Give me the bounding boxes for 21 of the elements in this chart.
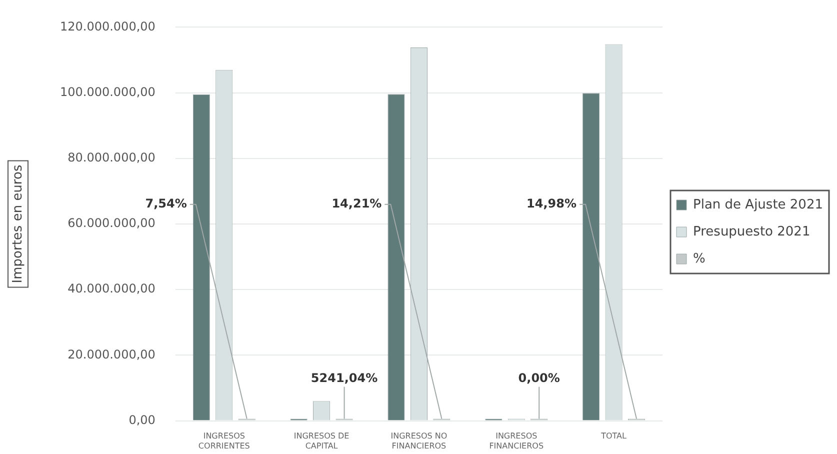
x-tick-label: INGRESOS CORRIENTES	[198, 432, 250, 450]
y-tick-label: 120.000.000,00	[60, 19, 156, 34]
data-label: 0,00%	[518, 370, 560, 385]
x-tick-label: TOTAL	[600, 432, 628, 441]
x-tick-label: INGRESOS FINANCIEROS	[489, 432, 544, 450]
data-label: 7,54%	[145, 196, 187, 210]
data-label: 5241,04%	[310, 370, 378, 385]
y-tick-label: 80.000.000,00	[68, 150, 156, 165]
y-axis-title: Importes en euros	[10, 164, 26, 284]
y-tick-label: 60.000.000,00	[68, 216, 156, 230]
x-tick-label: INGRESOS NO FINANCIEROS	[390, 432, 448, 450]
legend-label: %	[693, 251, 706, 266]
legend-label: Presupuesto 2021	[693, 224, 810, 240]
y-tick-label: 40.000.000,00	[68, 282, 156, 296]
x-tick-label: INGRESOS DE CAPITAL	[294, 432, 350, 450]
data-label: 14,98%	[526, 196, 577, 210]
y-tick-label: 0,00	[128, 412, 156, 427]
data-label: 14,21%	[332, 196, 382, 210]
y-tick-label: 20.000.000,00	[68, 347, 156, 362]
legend-label: Plan de Ajuste 2021	[693, 197, 823, 212]
y-tick-label: 100.000.000,00	[60, 84, 156, 99]
